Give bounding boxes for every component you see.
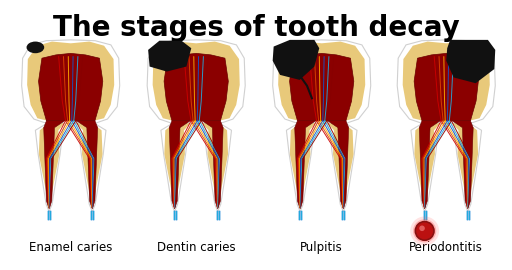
Polygon shape [164,53,228,121]
Polygon shape [328,123,354,210]
Polygon shape [414,123,440,210]
Circle shape [415,222,434,240]
Polygon shape [148,41,191,72]
Polygon shape [39,123,65,210]
Polygon shape [327,123,357,211]
Text: Periodontitis: Periodontitis [409,241,483,254]
Polygon shape [77,123,102,210]
Polygon shape [446,40,495,83]
Polygon shape [169,121,190,209]
Polygon shape [397,40,495,123]
Polygon shape [35,123,66,211]
Polygon shape [286,123,317,211]
Polygon shape [295,121,316,209]
Polygon shape [38,53,103,121]
Polygon shape [27,42,114,121]
Polygon shape [328,121,349,209]
Polygon shape [44,121,65,209]
Polygon shape [451,123,481,211]
Circle shape [413,219,436,242]
Polygon shape [273,40,371,123]
Polygon shape [161,123,191,211]
Polygon shape [419,121,440,209]
Polygon shape [76,123,106,211]
Polygon shape [414,53,478,121]
Polygon shape [278,42,365,121]
Polygon shape [164,123,190,210]
Polygon shape [403,42,490,121]
Polygon shape [202,121,223,209]
Circle shape [410,217,439,245]
Polygon shape [411,123,441,211]
Polygon shape [452,123,478,210]
Circle shape [419,225,425,231]
Ellipse shape [27,42,44,53]
Text: Dentin caries: Dentin caries [157,241,236,254]
Polygon shape [147,40,245,123]
Polygon shape [201,123,231,211]
Polygon shape [202,123,228,210]
Text: The stages of tooth decay: The stages of tooth decay [53,14,459,42]
Text: Pulpitis: Pulpitis [301,241,343,254]
Polygon shape [290,53,354,121]
Polygon shape [452,121,473,209]
Polygon shape [153,42,240,121]
Polygon shape [290,123,316,210]
Polygon shape [77,121,98,209]
Text: Enamel caries: Enamel caries [29,241,112,254]
Polygon shape [273,40,319,80]
Polygon shape [22,40,120,123]
